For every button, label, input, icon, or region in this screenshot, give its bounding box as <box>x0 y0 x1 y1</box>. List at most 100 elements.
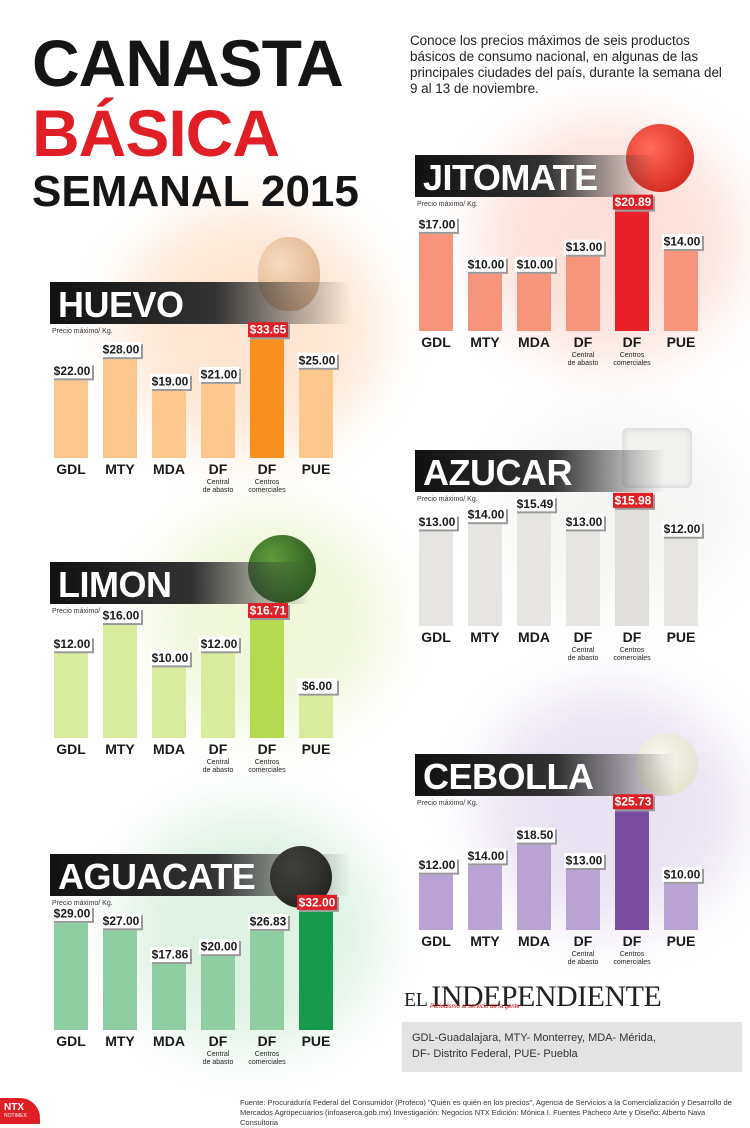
value-label: $15.49 <box>517 497 554 511</box>
value-label-box <box>564 239 604 255</box>
category-label: DF <box>258 461 277 477</box>
bar-mty-1 <box>468 865 502 930</box>
category-label: DF <box>209 461 228 477</box>
category-sublabel: Central <box>572 647 595 654</box>
value-label-box <box>466 848 506 864</box>
category-label: DF <box>574 933 593 949</box>
bar-mda-2 <box>517 513 551 626</box>
category-label: PUE <box>667 933 696 949</box>
value-label: $12.00 <box>201 637 238 651</box>
category-label: MTY <box>470 629 500 645</box>
chart-azucar: $13.00 GDL $14.00 MTY $15.49 MDA $13.00 DF Centr… <box>417 492 704 662</box>
value-label: $14.00 <box>664 235 701 249</box>
category-sublabel: Central <box>207 759 230 766</box>
value-label-box <box>248 913 288 929</box>
value-label: $28.00 <box>103 343 140 357</box>
bar-mda-2 <box>152 964 186 1030</box>
category-label: DF <box>574 629 593 645</box>
value-label-box <box>297 352 337 368</box>
category-label: GDL <box>421 933 451 949</box>
banner-jitomate: JITOMATE <box>415 155 655 198</box>
bar-df-4 <box>615 811 649 930</box>
category-label: DF <box>574 334 593 350</box>
bar-gdl-0 <box>419 531 453 626</box>
category-label: DF <box>209 1033 228 1049</box>
value-label: $13.00 <box>566 515 603 529</box>
bar-mty-1 <box>468 273 502 331</box>
bar-mty-1 <box>103 359 137 458</box>
category-sublabel: de abasto <box>568 959 599 966</box>
value-label: $25.73 <box>615 795 652 809</box>
unit-label: Precio máximo/ Kg. <box>417 496 478 503</box>
ntx-subtext: NOTIMEX <box>4 1113 27 1119</box>
category-label: MTY <box>470 933 500 949</box>
value-label: $6.00 <box>302 679 332 693</box>
value-label: $29.00 <box>54 906 91 920</box>
product-title: AZUCAR <box>423 452 572 493</box>
value-label-box <box>662 234 702 249</box>
bar-df-3 <box>201 956 235 1030</box>
unit-label: Precio máximo/ Kg. <box>52 900 113 907</box>
value-label-box <box>515 496 555 512</box>
unit-label: Precio máximo/ Kg. <box>52 328 113 335</box>
bar-df-3 <box>201 383 235 458</box>
panel-cebolla: CEBOLLA Precio máximo/ Kg. $12.00 GDL $14.… <box>415 754 735 1014</box>
category-label: GDL <box>56 461 86 477</box>
value-label-box <box>466 256 506 272</box>
bar-gdl-0 <box>54 653 88 738</box>
value-label: $21.00 <box>201 367 238 381</box>
independiente-logo: EL INDEPENDIENTE <box>404 980 662 1014</box>
category-label: MDA <box>518 933 550 949</box>
bar-mda-2 <box>152 390 186 458</box>
category-label: GDL <box>421 629 451 645</box>
panel-huevo: HUEVO Precio máximo/ Kg. $22.00 GDL $28.00… <box>50 282 370 542</box>
bar-df-3 <box>566 870 600 930</box>
value-label-box <box>613 492 653 508</box>
bar-df-3 <box>201 653 235 738</box>
value-label: $22.00 <box>54 364 91 378</box>
value-label-box <box>199 636 239 652</box>
title-line-1: CANASTA <box>32 26 344 100</box>
category-label: MTY <box>105 741 135 757</box>
value-label: $10.00 <box>152 651 189 665</box>
category-label: MDA <box>153 461 185 477</box>
value-label: $10.00 <box>468 257 505 271</box>
ntx-logo: NTX NOTIMEX <box>0 1098 40 1124</box>
value-label-box <box>52 905 92 921</box>
value-label-box <box>248 603 288 619</box>
intro-text: Conoce los precios máximos de seis produ… <box>410 33 722 96</box>
category-sublabel: de abasto <box>203 1059 234 1066</box>
category-label: MDA <box>153 1033 185 1049</box>
category-label: PUE <box>302 461 331 477</box>
bar-df-3 <box>566 531 600 626</box>
category-label: DF <box>258 741 277 757</box>
chart-jitomate: $17.00 GDL $10.00 MTY $10.00 MDA $13.00 DF Centr… <box>417 194 704 367</box>
value-label: $33.65 <box>250 323 287 337</box>
value-label-box <box>515 827 555 843</box>
value-label-box <box>297 894 337 910</box>
legend-line-1: GDL-Guadalajara, MTY- Monterrey, MDA- Mé… <box>412 1032 656 1044</box>
category-sublabel: Centros <box>620 647 645 654</box>
banner-cebolla: CEBOLLA <box>415 754 675 797</box>
value-label: $12.00 <box>664 522 701 536</box>
unit-label: Precio máximo/ Kg. <box>417 201 478 208</box>
category-label: MTY <box>105 1033 135 1049</box>
legend-line-2: DF- Distrito Federal, PUE- Puebla <box>412 1048 578 1060</box>
bar-pue-5 <box>664 883 698 930</box>
value-label: $17.86 <box>152 948 189 962</box>
value-label: $32.00 <box>299 895 336 909</box>
banner-limon: LIMON <box>50 562 310 605</box>
ntx-text: NTX <box>4 1102 24 1113</box>
category-sublabel: Centros <box>620 951 645 958</box>
category-label: GDL <box>56 741 86 757</box>
bar-df-4 <box>250 930 284 1030</box>
category-sublabel: Central <box>207 1051 230 1058</box>
product-title: AGUACATE <box>58 856 256 897</box>
category-label: MDA <box>518 629 550 645</box>
bar-mty-1 <box>103 930 137 1030</box>
banner-aguacate: AGUACATE <box>50 854 350 897</box>
bar-gdl-0 <box>419 233 453 331</box>
value-label: $14.00 <box>468 508 505 522</box>
chart-limon: $12.00 GDL $16.00 MTY $10.00 MDA $12.00 DF Centr… <box>52 603 339 774</box>
value-label-box <box>613 194 653 210</box>
